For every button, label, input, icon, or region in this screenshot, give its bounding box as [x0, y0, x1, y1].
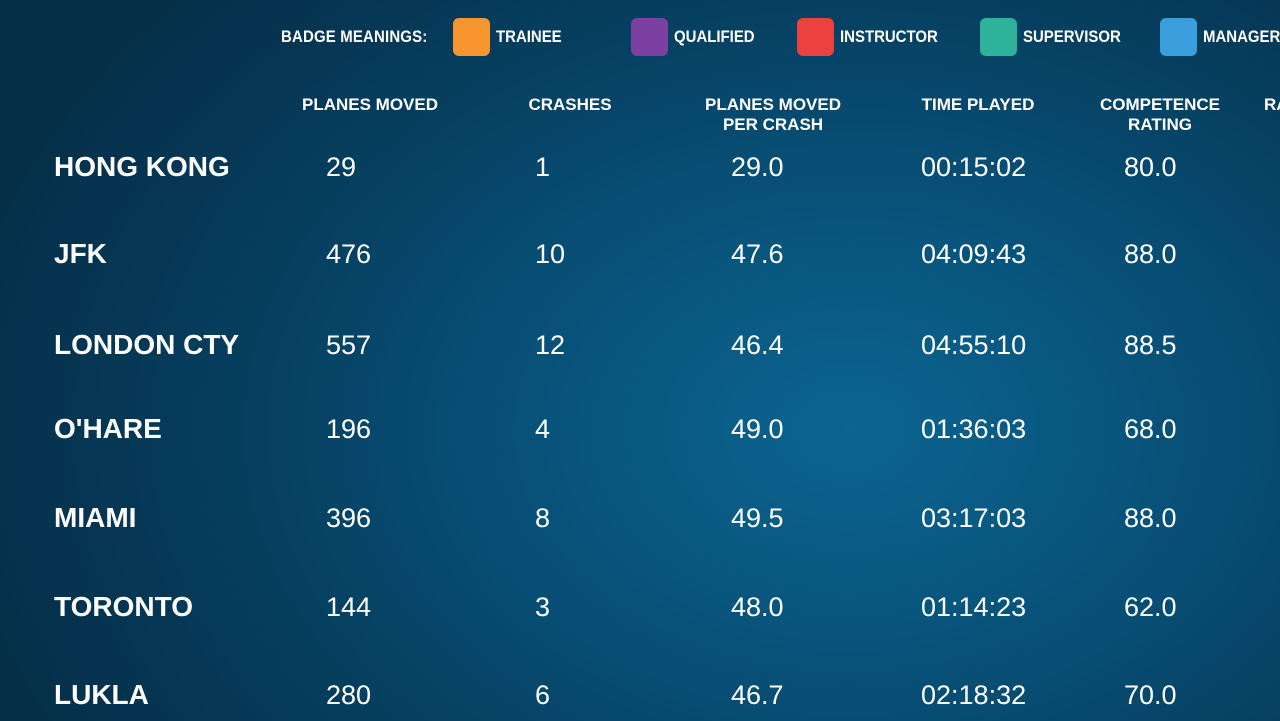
- time-played-value: 04:55:10: [921, 330, 1027, 360]
- time-played-value: 02:18:32: [921, 680, 1027, 710]
- table-row: HONG KONG 29 1 29.0 00:15:02 80.0: [0, 147, 1280, 187]
- planes-moved-value: 557: [326, 330, 372, 360]
- planes-per-crash-value: 29.0: [731, 152, 784, 182]
- planes-per-crash-value: 48.0: [731, 592, 784, 622]
- badge-label: SUPERVISOR: [1023, 27, 1121, 46]
- competence-rating-value: 88.5: [1124, 330, 1177, 360]
- table-row: LUKLA 280 6 46.7 02:18:32 70.0: [0, 675, 1280, 715]
- competence-rating-value: 62.0: [1124, 592, 1177, 622]
- header-time-played: TIME PLAYED: [921, 95, 1035, 114]
- header-competence-rating: COMPETENCE RATING: [1100, 95, 1220, 134]
- airport-name: O'HARE: [54, 413, 162, 444]
- planes-per-crash-value: 46.4: [731, 330, 784, 360]
- header-crashes: CRASHES: [528, 95, 612, 114]
- time-played-value: 01:14:23: [921, 592, 1027, 622]
- table-row: LONDON CTY 557 12 46.4 04:55:10 88.5: [0, 325, 1280, 365]
- planes-moved-value: 144: [326, 592, 372, 622]
- airport-name: TORONTO: [54, 591, 193, 622]
- table-row: TORONTO 144 3 48.0 01:14:23 62.0: [0, 587, 1280, 627]
- time-played-value: 04:09:43: [921, 239, 1027, 269]
- supervisor-badge-icon: [980, 18, 1017, 56]
- planes-moved-value: 196: [326, 414, 372, 444]
- badge-legend: BADGE MEANINGS: TRAINEE QUALIFIED INSTRU…: [0, 17, 1280, 57]
- qualified-badge-icon: [631, 18, 668, 56]
- manager-badge-icon: [1160, 18, 1197, 56]
- airport-name: LUKLA: [54, 679, 149, 710]
- badge-label: QUALIFIED: [674, 27, 755, 46]
- header-planes-moved: PLANES MOVED: [301, 95, 439, 114]
- competence-rating-value: 70.0: [1124, 680, 1177, 710]
- crashes-value: 1: [535, 152, 551, 182]
- airport-name: HONG KONG: [54, 151, 230, 182]
- time-played-value: 01:36:03: [921, 414, 1027, 444]
- crashes-value: 4: [535, 414, 551, 444]
- competence-rating-value: 88.0: [1124, 503, 1177, 533]
- planes-per-crash-value: 47.6: [731, 239, 784, 269]
- planes-moved-value: 396: [326, 503, 372, 533]
- badge-label: INSTRUCTOR: [840, 27, 938, 46]
- time-played-value: 03:17:03: [921, 503, 1027, 533]
- planes-per-crash-value: 49.5: [731, 503, 784, 533]
- crashes-value: 12: [535, 330, 566, 360]
- legend-title: BADGE MEANINGS:: [281, 27, 428, 46]
- planes-moved-value: 476: [326, 239, 372, 269]
- trainee-badge-icon: [453, 18, 490, 56]
- airport-name: LONDON CTY: [54, 329, 240, 360]
- table-row: JFK 476 10 47.6 04:09:43 88.0: [0, 234, 1280, 274]
- planes-per-crash-value: 46.7: [731, 680, 784, 710]
- crashes-value: 10: [535, 239, 566, 269]
- competence-rating-value: 80.0: [1124, 152, 1177, 182]
- header-rank-cut-off: RA: [1264, 95, 1280, 114]
- planes-moved-value: 29: [326, 152, 357, 182]
- header-planes-per-crash: PLANES MOVED PER CRASH: [704, 95, 842, 134]
- badge-label: MANAGER: [1203, 27, 1280, 46]
- planes-per-crash-value: 49.0: [731, 414, 784, 444]
- airport-name: MIAMI: [54, 502, 137, 533]
- table-row: MIAMI 396 8 49.5 03:17:03 88.0: [0, 498, 1280, 538]
- crashes-value: 6: [535, 680, 551, 710]
- competence-rating-value: 88.0: [1124, 239, 1177, 269]
- instructor-badge-icon: [797, 18, 834, 56]
- airport-name: JFK: [54, 238, 107, 269]
- badge-label: TRAINEE: [496, 27, 562, 46]
- competence-rating-value: 68.0: [1124, 414, 1177, 444]
- crashes-value: 3: [535, 592, 551, 622]
- table-row: O'HARE 196 4 49.0 01:36:03 68.0: [0, 409, 1280, 449]
- planes-moved-value: 280: [326, 680, 372, 710]
- crashes-value: 8: [535, 503, 551, 533]
- time-played-value: 00:15:02: [921, 152, 1027, 182]
